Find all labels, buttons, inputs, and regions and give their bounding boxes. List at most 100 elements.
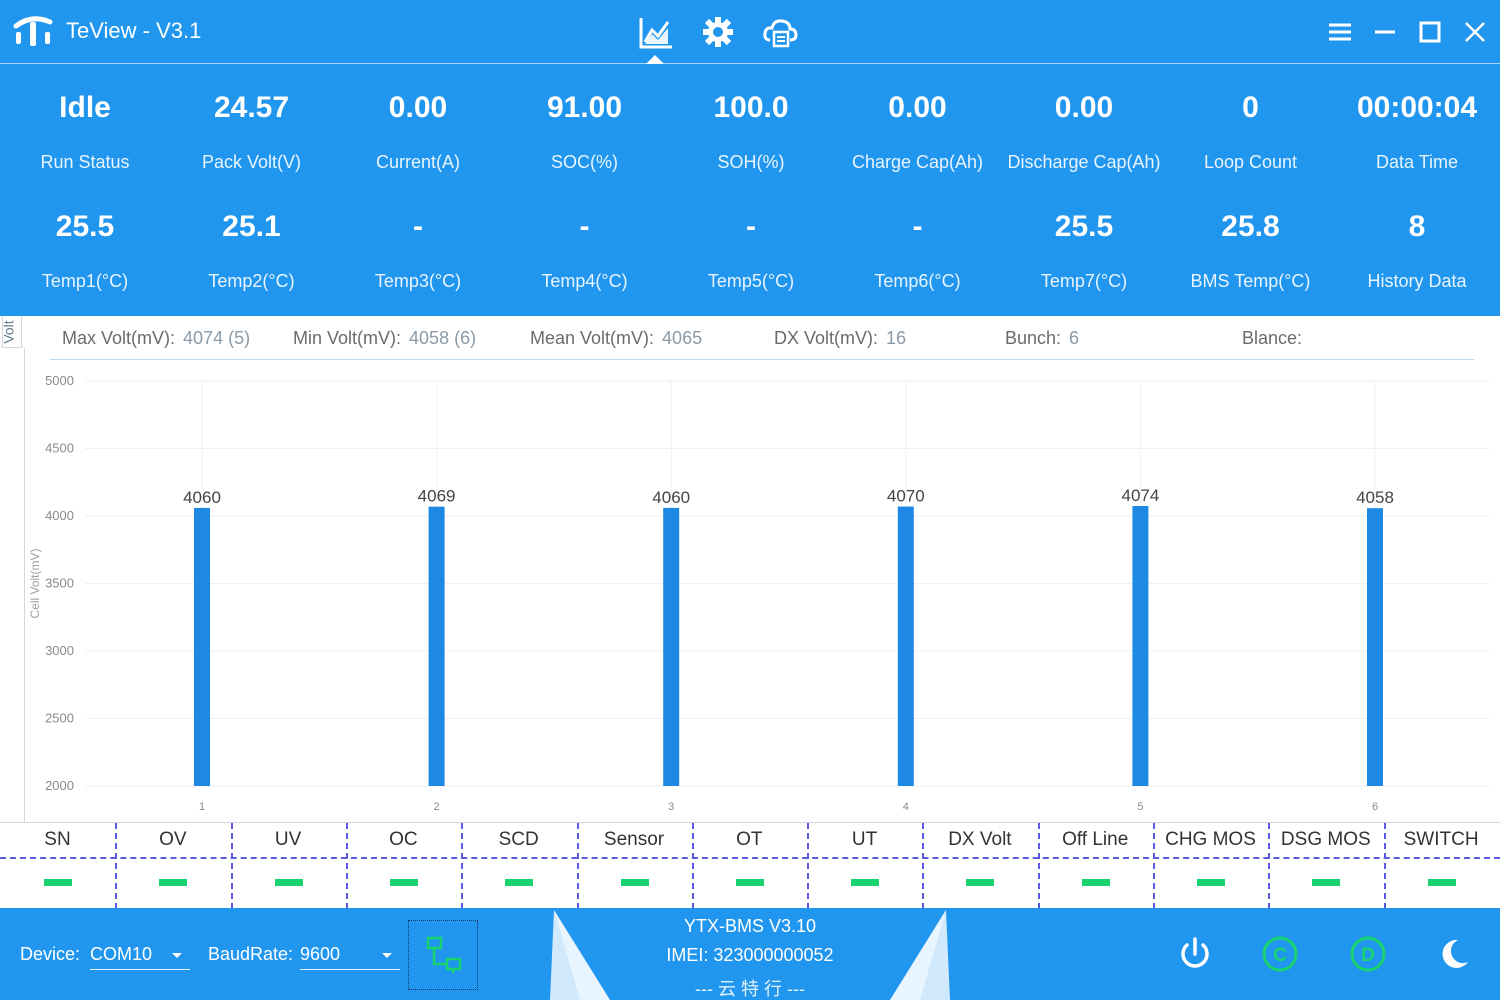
alarm-status-indicator bbox=[620, 879, 649, 886]
close-icon[interactable] bbox=[1461, 18, 1489, 46]
stat-row2-2: - Temp3(°C) bbox=[335, 207, 501, 293]
stat-value: 25.5 bbox=[55, 210, 115, 243]
chart-icon[interactable] bbox=[638, 14, 674, 50]
stat-row2-3: - Temp4(°C) bbox=[502, 207, 668, 293]
cloud-icon[interactable] bbox=[762, 14, 798, 50]
stat-label: Run Status bbox=[40, 152, 130, 172]
alarm-8: DX Volt bbox=[922, 823, 1037, 909]
baud-select[interactable]: 9600 bbox=[300, 938, 400, 970]
summary-item-3: DX Volt(mV): 16 bbox=[774, 328, 906, 349]
stat-label: Pack Volt(V) bbox=[201, 152, 302, 172]
stat-label: Loop Count bbox=[1203, 152, 1298, 172]
stat-value: Idle bbox=[59, 91, 111, 124]
cell-voltage-chart: 2000 2500 3000 3500 4000 4500 5000 Cell Volt(mV… bbox=[28, 373, 1490, 813]
stat-label: History Data bbox=[1367, 271, 1467, 291]
stat-value: 0.00 bbox=[1054, 91, 1114, 124]
alarm-separator bbox=[691, 823, 694, 909]
alarm-name: DX Volt bbox=[948, 829, 1012, 850]
connect-button[interactable] bbox=[408, 920, 478, 990]
summary-label: Bunch: bbox=[1005, 328, 1062, 348]
decor-right bbox=[890, 910, 950, 1000]
charge-icon[interactable]: C bbox=[1260, 934, 1300, 974]
stat-value: - bbox=[912, 210, 923, 243]
alarm-status-indicator bbox=[274, 879, 303, 886]
alarm-separator bbox=[461, 823, 464, 909]
baud-label: BaudRate: bbox=[208, 944, 294, 964]
alarm-7: UT bbox=[807, 823, 922, 909]
summary-value: 4065 bbox=[662, 328, 703, 348]
logo-icon bbox=[12, 12, 54, 48]
alarm-6: OT bbox=[692, 823, 807, 909]
stat-label: Temp3(°C) bbox=[374, 271, 462, 291]
alarm-separator bbox=[1153, 823, 1155, 909]
chevron-down-icon bbox=[382, 953, 392, 958]
volt-tab[interactable]: Volt bbox=[1, 316, 22, 348]
stat-value: 25.5 bbox=[1054, 210, 1114, 243]
summary-label: Mean Volt(mV): bbox=[530, 328, 655, 348]
brand-text: --- 云 特 行 --- bbox=[695, 979, 805, 999]
alarm-separator bbox=[115, 823, 118, 909]
summary-label: Min Volt(mV): bbox=[293, 328, 402, 348]
y-tick-label: 3000 bbox=[45, 643, 74, 658]
stat-row1-7: 0 Loop Count bbox=[1168, 88, 1334, 174]
panel-border bbox=[24, 348, 25, 822]
x-tick-label: 6 bbox=[1372, 801, 1378, 813]
alarm-name: OV bbox=[159, 829, 187, 850]
stat-value: 0 bbox=[1242, 91, 1259, 124]
maximize-icon[interactable] bbox=[1416, 18, 1444, 46]
y-axis-label: Cell Volt(mV) bbox=[28, 548, 42, 618]
stat-label: SOH(%) bbox=[717, 152, 785, 172]
device-value: COM10 bbox=[90, 944, 153, 964]
stat-value: - bbox=[579, 210, 590, 243]
device-select[interactable]: COM10 bbox=[90, 938, 190, 970]
minimize-icon[interactable] bbox=[1371, 18, 1399, 46]
title-bar: TeView - V3.1 bbox=[0, 0, 1500, 64]
stat-row2-7: 25.8 BMS Temp(°C) bbox=[1168, 207, 1334, 293]
imei-text: IMEI: 323000000052 bbox=[666, 945, 834, 965]
alarm-3: OC bbox=[346, 823, 461, 909]
alarm-status-indicator bbox=[1197, 879, 1225, 886]
alarm-separator bbox=[345, 823, 348, 909]
device-label: Device: bbox=[20, 944, 81, 964]
stat-row2-8: 8 History Data bbox=[1334, 207, 1500, 293]
settings-icon[interactable] bbox=[700, 14, 736, 50]
stat-row2-1: 25.1 Temp2(°C) bbox=[169, 207, 335, 293]
alarm-1: OV bbox=[115, 823, 230, 909]
alarm-12: SWITCH bbox=[1384, 823, 1499, 909]
data-label: 4058 bbox=[1356, 488, 1394, 507]
y-tick-label: 2500 bbox=[45, 711, 74, 726]
stat-row1-0: Idle Run Status bbox=[2, 88, 168, 174]
firmware-version: YTX-BMS V3.10 bbox=[683, 916, 817, 936]
alarm-name: SWITCH bbox=[1403, 829, 1479, 850]
alarm-name: SCD bbox=[498, 829, 539, 850]
stat-value: 00:00:04 bbox=[1356, 91, 1478, 124]
summary-value: 16 bbox=[886, 328, 907, 348]
data-label: 4060 bbox=[652, 488, 690, 507]
alarm-status-indicator bbox=[1427, 879, 1456, 886]
stat-row1-1: 24.57 Pack Volt(V) bbox=[169, 88, 335, 174]
stat-value: 24.57 bbox=[213, 91, 290, 124]
stat-value: 25.1 bbox=[222, 210, 281, 243]
alarm-name: OT bbox=[736, 829, 763, 850]
connect-icon bbox=[426, 936, 462, 973]
stat-value: 0.00 bbox=[388, 91, 448, 124]
discharge-icon[interactable]: D bbox=[1348, 934, 1388, 974]
stat-value: 0.00 bbox=[888, 91, 947, 124]
alarm-status-indicator bbox=[966, 879, 995, 886]
alarm-panel: SN OV UV OC SCD Sensor OT UT DX Volt Off Line CHG … bbox=[0, 822, 1500, 909]
moon-icon[interactable] bbox=[1434, 934, 1474, 974]
y-tick-label: 4000 bbox=[45, 508, 74, 523]
alarm-name: SN bbox=[44, 829, 71, 850]
decor-left bbox=[550, 910, 610, 1000]
alarm-status-indicator bbox=[159, 879, 188, 886]
data-label: 4069 bbox=[418, 487, 456, 506]
power-icon[interactable] bbox=[1175, 934, 1215, 974]
bar-cell-3 bbox=[663, 507, 680, 786]
summary-value: 4074 (5) bbox=[183, 328, 251, 348]
alarm-status-indicator bbox=[44, 879, 72, 886]
stat-value: - bbox=[746, 210, 756, 243]
summary-value: 6 bbox=[1069, 328, 1080, 348]
stat-label: BMS Temp(°C) bbox=[1190, 271, 1311, 291]
data-label: 4060 bbox=[183, 488, 221, 507]
menu-icon[interactable] bbox=[1326, 18, 1354, 46]
